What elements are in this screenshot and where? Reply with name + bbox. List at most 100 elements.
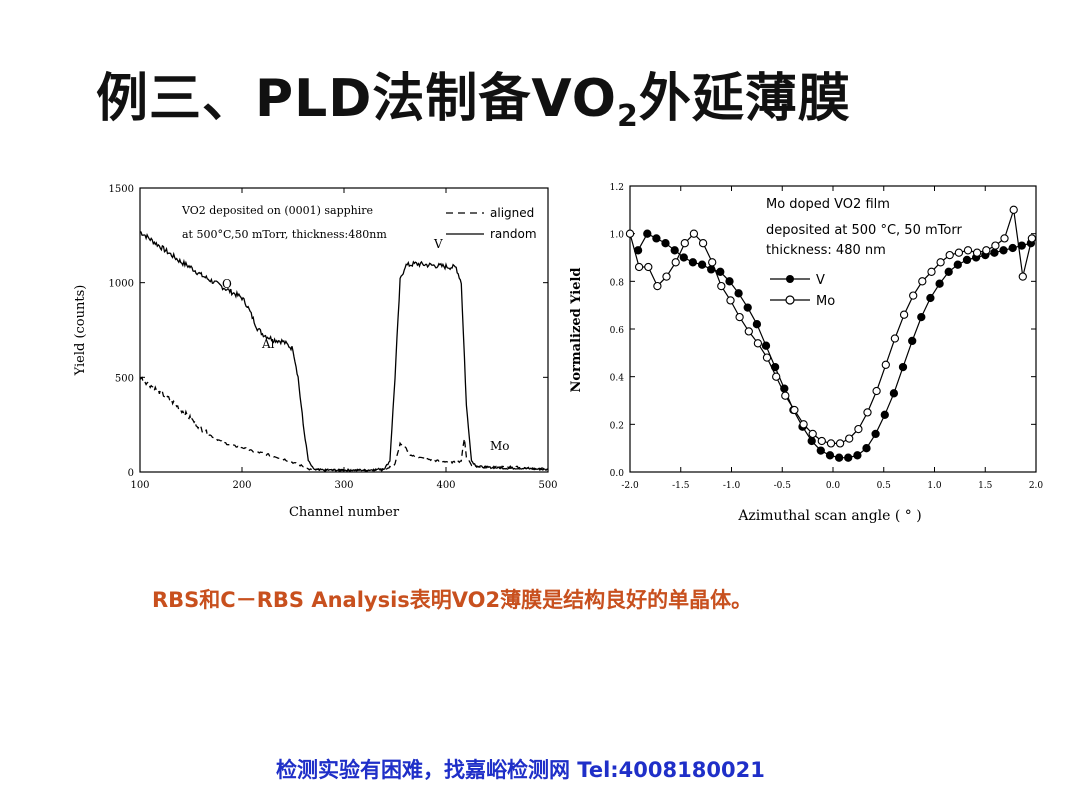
scan-point-mo: [708, 258, 717, 267]
scan-point-v: [643, 229, 652, 238]
scan-point-v: [807, 436, 816, 446]
scan-point-v: [1008, 243, 1017, 253]
rbs-x-tick-label: 400: [436, 480, 455, 491]
rbs-y-tick-label: 1000: [109, 279, 134, 290]
scan-point-v: [725, 277, 734, 286]
scan-x-tick-label: 1.0: [927, 481, 942, 491]
legend-v-marker: [786, 275, 794, 283]
scan-point-v: [898, 362, 908, 372]
scan-point-v: [935, 279, 944, 288]
scan-point-v: [944, 267, 953, 276]
scan-point-v: [661, 239, 670, 248]
rbs-x-tick-label: 300: [334, 480, 353, 491]
scan-point-mo: [634, 262, 644, 272]
scan-point-v: [834, 453, 844, 462]
scan-point-mo: [772, 372, 781, 381]
peak-label-mo: Mo: [490, 439, 510, 453]
scan-point-mo: [689, 229, 699, 238]
scan-point-mo: [881, 360, 890, 369]
rbs-x-axis-label: Channel number: [289, 505, 400, 520]
rbs-x-tick-label: 100: [130, 480, 149, 491]
scan-point-mo: [753, 339, 763, 348]
scan-point-mo: [982, 246, 991, 255]
peak-label-o: O: [222, 277, 232, 291]
scan-point-mo: [790, 405, 799, 415]
scan-point-mo: [991, 241, 1000, 250]
scan-point-v: [908, 336, 917, 346]
scan-y-tick-label: 1.0: [610, 231, 625, 241]
scan-y-tick-label: 0.6: [610, 326, 625, 336]
scan-point-v: [889, 389, 899, 398]
scan-point-mo: [1018, 272, 1027, 281]
scan-point-v: [871, 429, 880, 439]
rbs-series-random-line: [139, 230, 549, 472]
rbs-y-tick-label: 0: [128, 468, 134, 479]
scan-annotation-line2: deposited at 500 °C, 50 mTorr: [766, 223, 962, 238]
scan-point-v: [853, 451, 862, 460]
scan-x-tick-label: 0.5: [877, 481, 892, 491]
scan-x-tick-label: 1.5: [978, 481, 993, 491]
scan-point-mo: [735, 312, 744, 322]
scan-y-tick-label: 1.2: [610, 183, 624, 193]
scan-point-mo: [909, 291, 918, 300]
peak-label-v: V: [433, 237, 443, 251]
scan-point-mo: [698, 239, 708, 248]
scan-x-tick-label: 2.0: [1029, 481, 1044, 491]
scan-point-v: [999, 246, 1008, 255]
scan-y-tick-label: 0.4: [610, 374, 625, 384]
rbs-series-aligned-line: [139, 376, 549, 473]
footer-contact: 检测实验有困难，找嘉峪检测网 Tel:4008180021: [276, 758, 765, 782]
title-subscript: 2: [616, 99, 639, 134]
scan-point-mo: [954, 248, 964, 257]
scan-y-axis-label: Normalized Yield: [569, 267, 584, 392]
scan-annotation-line3: thickness: 480 nm: [766, 243, 886, 258]
scan-x-axis-label: Azimuthal scan angle ( ° ): [737, 508, 921, 524]
scan-point-v: [816, 446, 825, 455]
scan-point-mo: [863, 408, 872, 417]
scan-point-mo: [936, 258, 945, 267]
scan-series-v-line: [637, 232, 1032, 459]
scan-point-mo: [1027, 234, 1037, 243]
legend-aligned-label: aligned: [490, 206, 534, 220]
scan-x-tick-label: 0.0: [826, 481, 841, 491]
scan-point-v: [880, 410, 889, 419]
slide-title: 例三、PLD法制备VO2外延薄膜: [96, 56, 851, 134]
scan-point-mo: [872, 386, 881, 396]
scan-point-mo: [680, 239, 689, 248]
rbs-y-tick-label: 1500: [109, 184, 134, 195]
scan-point-mo: [808, 429, 817, 439]
rbs-y-axis-label: Yield (counts): [73, 285, 88, 377]
legend-mo-marker: [785, 295, 795, 305]
rbs-x-tick-label: 500: [538, 480, 557, 491]
scan-point-v: [917, 312, 926, 322]
rbs-annotation-line1: VO2 deposited on (0001) sapphire: [181, 204, 373, 217]
scan-point-mo: [781, 391, 790, 400]
scan-y-tick-label: 0.0: [610, 469, 625, 479]
legend-mo-label: Mo: [816, 294, 835, 309]
scan-point-mo: [835, 439, 845, 448]
scan-point-mo: [972, 248, 982, 257]
scan-point-v: [825, 451, 835, 460]
rbs-spectrum-chart: 100 200 300 400 500 0 500 1000 1500 VO2 deposite…: [73, 184, 558, 520]
scan-y-tick-label: 0.8: [610, 278, 625, 288]
scan-y-tick-label: 0.2: [610, 421, 624, 431]
scan-point-mo: [662, 272, 671, 281]
peak-label-al: Al: [261, 337, 275, 351]
scan-point-mo: [1000, 234, 1009, 243]
scan-point-mo: [817, 436, 826, 446]
scan-point-mo: [671, 258, 680, 267]
scan-point-v: [716, 267, 725, 276]
scan-point-v: [670, 246, 679, 255]
scan-point-v: [953, 260, 962, 269]
scan-point-v: [734, 289, 743, 298]
scan-point-mo: [854, 424, 863, 434]
scan-point-mo: [653, 281, 662, 291]
legend-v-label: V: [816, 273, 825, 288]
scan-point-mo: [744, 327, 753, 336]
scan-point-mo: [644, 262, 653, 272]
scan-point-mo: [625, 229, 635, 238]
scan-point-v: [761, 341, 771, 350]
scan-point-mo: [899, 310, 909, 319]
scan-point-v: [679, 253, 688, 262]
scan-point-v: [743, 303, 752, 312]
